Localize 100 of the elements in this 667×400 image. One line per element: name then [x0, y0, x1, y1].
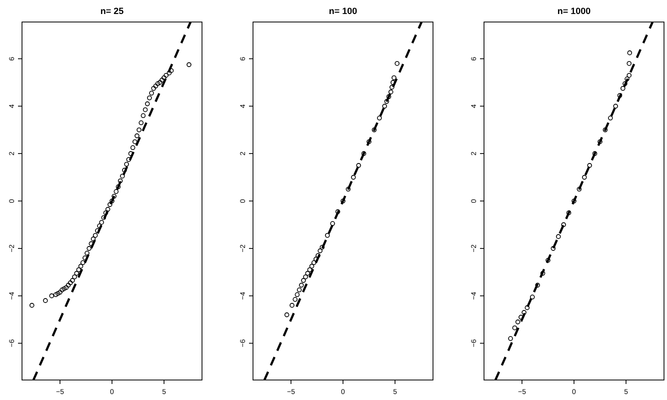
point	[160, 78, 164, 82]
point	[366, 139, 372, 144]
point	[305, 270, 310, 276]
point	[166, 70, 172, 76]
point	[392, 75, 396, 80]
chart-title: n= 25	[100, 6, 124, 16]
point	[151, 86, 156, 91]
point	[309, 264, 314, 269]
point	[582, 174, 587, 180]
point	[301, 278, 306, 283]
point	[324, 232, 330, 238]
point	[390, 80, 396, 85]
point	[70, 278, 75, 283]
point	[153, 84, 158, 88]
point	[84, 250, 90, 256]
point	[114, 189, 119, 194]
point	[64, 285, 69, 290]
point	[49, 293, 54, 298]
point	[602, 127, 608, 132]
point	[130, 145, 136, 150]
point	[157, 80, 162, 85]
point	[116, 184, 121, 190]
point	[147, 95, 152, 100]
point	[80, 260, 86, 266]
point	[320, 244, 325, 250]
point	[592, 151, 598, 156]
point	[122, 168, 127, 173]
chart-title: n= 1000	[557, 6, 591, 16]
point	[68, 280, 73, 286]
point	[382, 104, 388, 109]
point	[95, 228, 100, 234]
point	[307, 267, 312, 272]
point	[60, 288, 64, 292]
point	[620, 86, 626, 91]
point	[356, 163, 362, 168]
point	[540, 270, 546, 276]
point	[136, 127, 142, 132]
point	[118, 178, 123, 184]
point	[162, 75, 166, 80]
point	[566, 210, 572, 216]
point	[351, 174, 356, 180]
point	[292, 296, 298, 302]
point	[82, 256, 88, 260]
point	[613, 104, 618, 109]
point	[108, 202, 112, 207]
point	[626, 61, 632, 66]
point	[90, 236, 96, 242]
point	[138, 120, 144, 126]
point	[598, 139, 602, 144]
point	[608, 116, 613, 120]
point	[86, 246, 92, 251]
point	[508, 336, 513, 341]
point	[58, 290, 62, 295]
point	[294, 292, 300, 298]
point	[29, 302, 34, 308]
point	[627, 50, 632, 56]
point	[303, 274, 308, 280]
point	[72, 274, 77, 280]
point	[535, 282, 540, 288]
point	[134, 133, 140, 138]
point	[290, 302, 294, 308]
point	[101, 215, 106, 220]
point	[142, 107, 148, 112]
point	[624, 76, 630, 82]
point	[390, 84, 394, 90]
point	[155, 81, 160, 86]
point	[43, 298, 48, 303]
point	[572, 198, 576, 204]
point	[311, 260, 316, 266]
point	[186, 62, 192, 68]
point	[140, 113, 146, 118]
point	[78, 264, 84, 269]
point	[330, 221, 335, 226]
point	[346, 186, 351, 192]
point	[97, 223, 102, 228]
point	[617, 93, 622, 98]
point	[126, 157, 132, 162]
point	[340, 198, 346, 204]
point	[296, 288, 302, 292]
point	[530, 294, 535, 300]
point	[512, 325, 518, 330]
point	[284, 312, 290, 318]
point	[132, 139, 138, 144]
point	[316, 253, 320, 258]
point	[384, 99, 390, 104]
chart-title: n= 100	[328, 6, 358, 16]
point	[164, 72, 169, 78]
point	[556, 234, 561, 239]
point	[74, 270, 80, 276]
point	[318, 248, 323, 254]
point	[110, 198, 114, 204]
point	[99, 220, 104, 225]
point	[55, 291, 60, 296]
point	[92, 232, 98, 238]
point	[112, 194, 116, 199]
point	[361, 151, 366, 156]
point	[587, 163, 592, 168]
point	[386, 94, 392, 100]
point	[105, 206, 110, 212]
point	[626, 72, 632, 78]
